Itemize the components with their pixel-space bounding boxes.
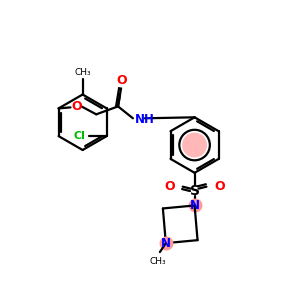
Text: O: O bbox=[71, 100, 82, 113]
Text: NH: NH bbox=[135, 113, 155, 126]
Text: N: N bbox=[161, 237, 171, 250]
Circle shape bbox=[182, 133, 207, 158]
Text: O: O bbox=[214, 180, 225, 193]
Text: CH₃: CH₃ bbox=[74, 68, 91, 77]
Text: N: N bbox=[190, 199, 200, 212]
Text: CH₃: CH₃ bbox=[150, 257, 166, 266]
Text: Cl: Cl bbox=[74, 131, 86, 141]
Text: O: O bbox=[117, 74, 127, 87]
Text: O: O bbox=[164, 180, 175, 193]
Text: S: S bbox=[190, 184, 200, 198]
